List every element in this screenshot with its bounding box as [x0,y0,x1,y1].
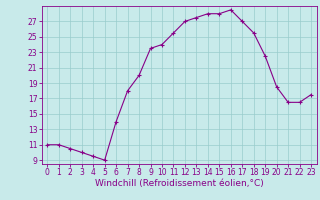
X-axis label: Windchill (Refroidissement éolien,°C): Windchill (Refroidissement éolien,°C) [95,179,264,188]
